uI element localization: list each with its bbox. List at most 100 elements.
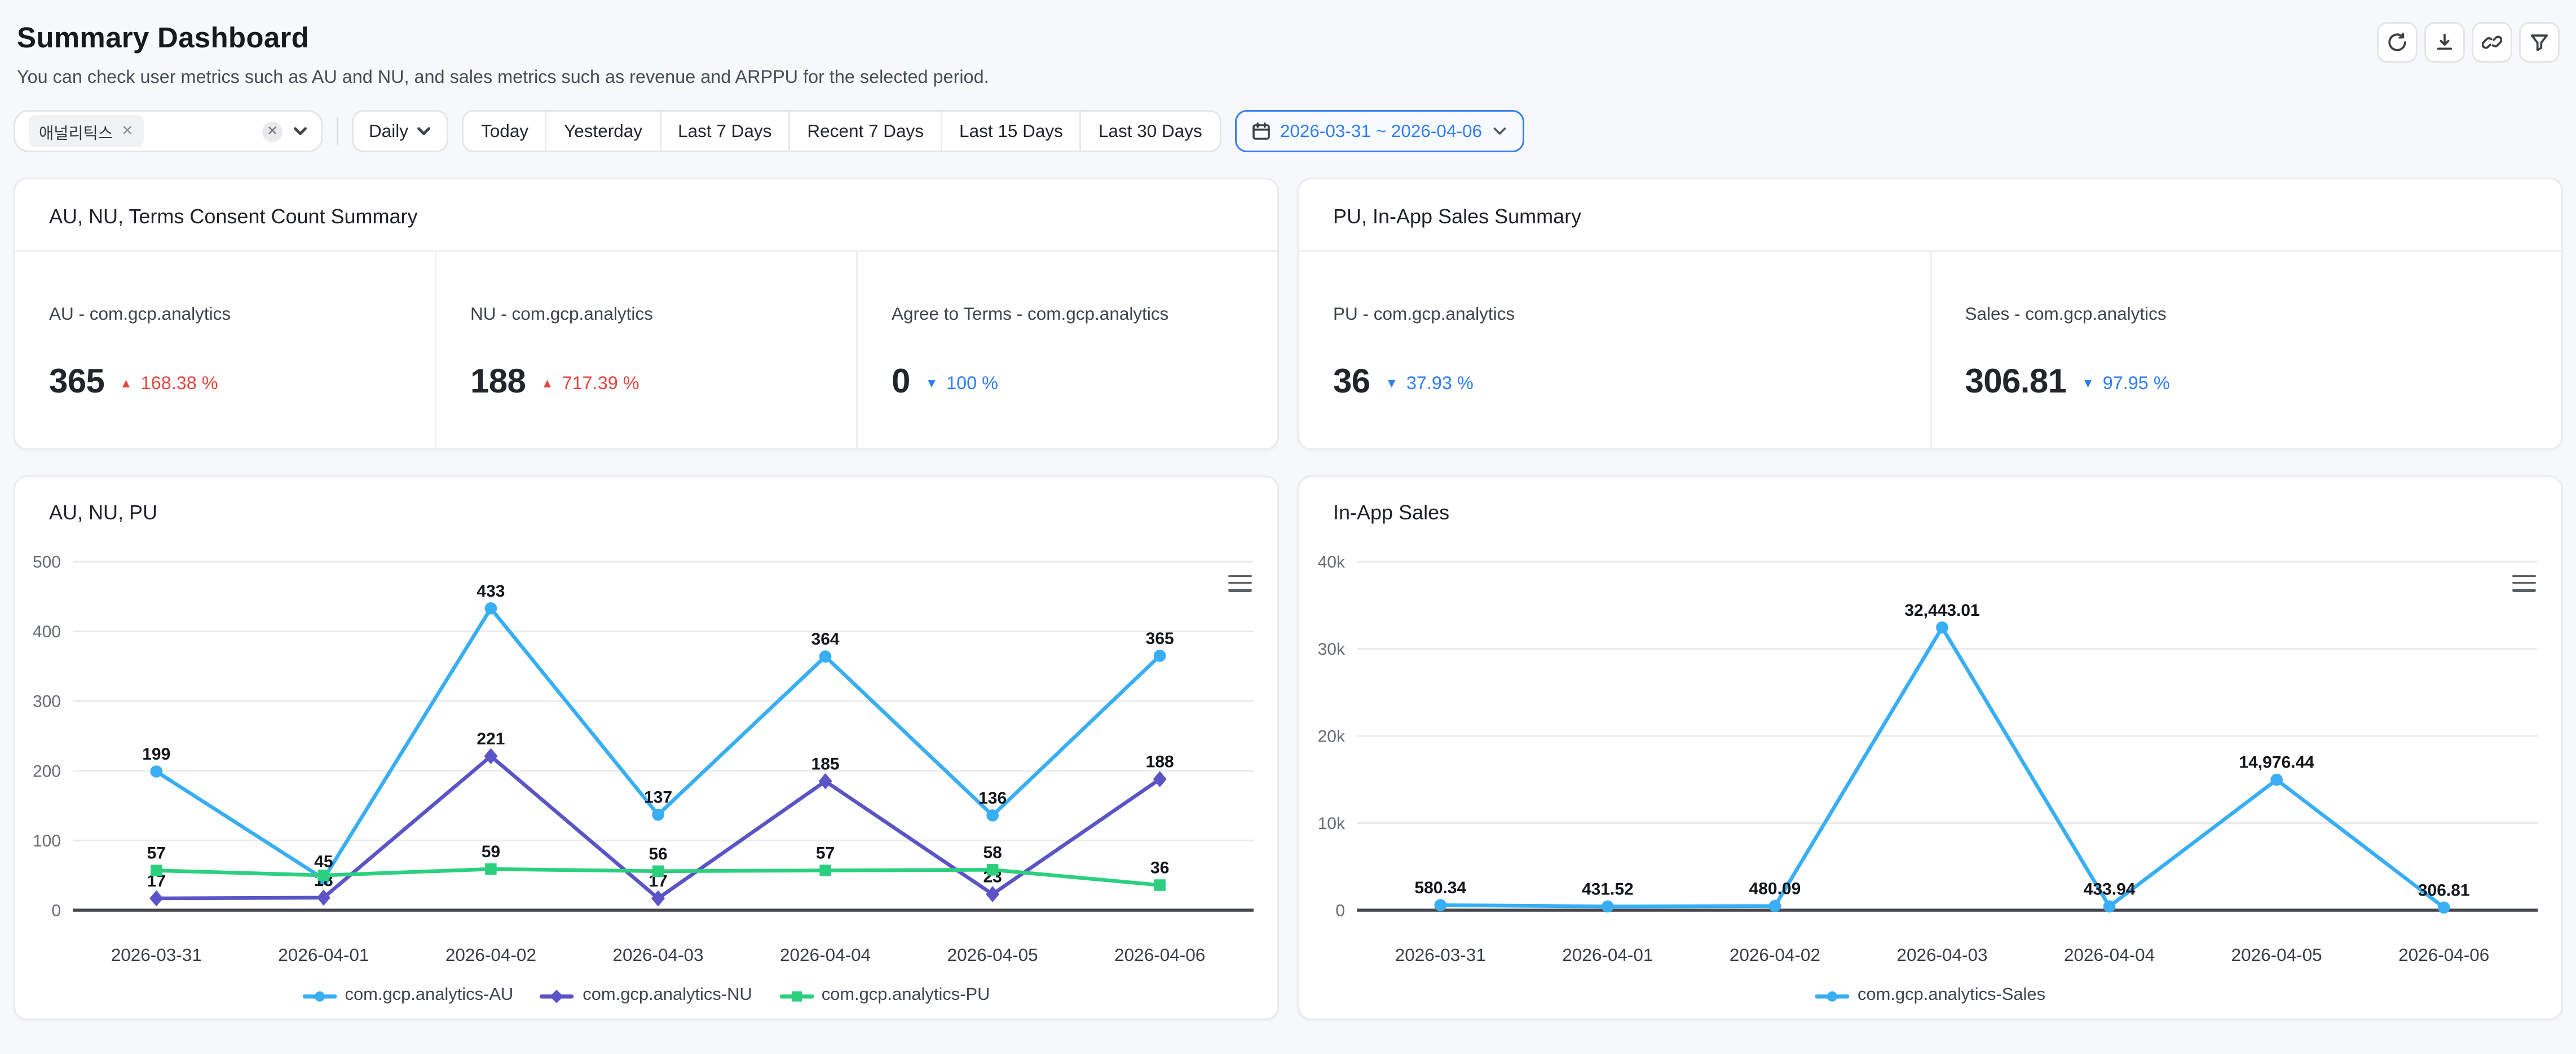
chart-legend: com.gcp.analytics-AU com.gcp.analytics-NU… <box>15 986 1277 1005</box>
trend-arrow-icon: ▼ <box>1386 377 1398 390</box>
svg-text:2026-04-02: 2026-04-02 <box>445 945 536 965</box>
svg-text:0: 0 <box>1335 902 1345 920</box>
svg-text:2026-03-31: 2026-03-31 <box>1395 945 1486 965</box>
app-select[interactable]: 애널리틱스 ✕ ✕ <box>14 110 323 152</box>
svg-text:433: 433 <box>477 582 505 601</box>
chevron-down-icon <box>293 124 308 139</box>
period-select-value: Daily <box>369 121 408 142</box>
svg-text:188: 188 <box>1146 753 1174 771</box>
trend-arrow-icon: ▼ <box>2081 377 2094 390</box>
in-app-sales-line-chart: 010k20k30k40k2026-03-312026-04-012026-04… <box>1299 538 2561 981</box>
svg-text:2026-04-03: 2026-04-03 <box>612 945 703 965</box>
au-nu-pu-chart-card: AU, NU, PU 0 100 200 300 400 500 2026-03-31 202… <box>14 475 1279 1020</box>
range-button-recent-7-days[interactable]: Recent 7 Days <box>788 112 941 151</box>
svg-text:2026-03-31: 2026-03-31 <box>111 945 202 965</box>
card-title: AU, NU, Terms Consent Count Summary <box>15 179 1277 252</box>
metric-sales: Sales - com.gcp.analytics 306.81 ▼ 97.95… <box>1930 252 2562 448</box>
link-icon <box>2482 32 2502 52</box>
metric-change: ▲ 717.39 % <box>541 373 639 394</box>
metric-label: PU - com.gcp.analytics <box>1333 305 1896 325</box>
legend-marker-icon <box>1815 987 1849 1004</box>
svg-text:2026-04-02: 2026-04-02 <box>1730 945 1820 965</box>
period-select[interactable]: Daily <box>352 110 449 152</box>
metric-change: ▼ 37.93 % <box>1386 373 1474 394</box>
legend-item[interactable]: com.gcp.analytics-AU <box>303 986 514 1005</box>
app-tag: 애널리틱스 ✕ <box>29 115 143 147</box>
svg-text:199: 199 <box>142 745 170 764</box>
select-clear-icon[interactable]: ✕ <box>262 121 283 142</box>
chart-title: In-App Sales <box>1299 477 2561 536</box>
date-range-picker[interactable]: 2026-03-31 ~ 2026-04-06 <box>1234 110 1524 152</box>
quick-range-group: Today Yesterday Last 7 Days Recent 7 Day… <box>462 110 1221 152</box>
chart-menu-icon[interactable] <box>1228 570 1252 596</box>
svg-text:56: 56 <box>649 845 667 863</box>
top-action-buttons <box>2377 22 2560 63</box>
legend-item[interactable]: com.gcp.analytics-Sales <box>1815 986 2045 1005</box>
date-range-value: 2026-03-31 ~ 2026-04-06 <box>1280 121 1482 142</box>
chart-title: AU, NU, PU <box>15 477 1277 536</box>
chevron-down-icon <box>417 124 432 139</box>
filter-divider <box>337 117 338 145</box>
metric-value: 0 <box>892 364 910 403</box>
svg-text:100: 100 <box>33 832 61 850</box>
metric-change: ▲ 168.38 % <box>120 373 218 394</box>
svg-text:20k: 20k <box>1318 727 1346 746</box>
legend-item[interactable]: com.gcp.analytics-PU <box>779 986 990 1005</box>
trend-arrow-icon: ▲ <box>541 377 553 390</box>
trend-arrow-icon: ▼ <box>925 377 938 390</box>
app-tag-label: 애널리틱스 <box>39 120 113 143</box>
metric-value: 188 <box>470 364 526 403</box>
svg-text:200: 200 <box>33 762 61 780</box>
range-button-last-15-days[interactable]: Last 15 Days <box>941 112 1080 151</box>
range-button-yesterday[interactable]: Yesterday <box>545 112 659 151</box>
pu-sales-summary-card: PU, In-App Sales Summary PU - com.gcp.an… <box>1298 178 2563 450</box>
filter-button[interactable] <box>2519 22 2560 63</box>
svg-text:300: 300 <box>33 693 61 711</box>
metric-au: AU - com.gcp.analytics 365 ▲ 168.38 % <box>15 252 435 448</box>
svg-text:36: 36 <box>1150 859 1169 877</box>
legend-item[interactable]: com.gcp.analytics-NU <box>540 986 752 1005</box>
svg-text:306.81: 306.81 <box>2418 881 2470 899</box>
legend-label: com.gcp.analytics-AU <box>345 986 514 1005</box>
legend-label: com.gcp.analytics-NU <box>583 986 752 1005</box>
chart-cards-row: AU, NU, PU 0 100 200 300 400 500 2026-03-31 202… <box>14 475 2563 1020</box>
svg-text:58: 58 <box>983 843 1002 862</box>
calendar-icon <box>1251 122 1270 140</box>
range-button-last-30-days[interactable]: Last 30 Days <box>1080 112 1219 151</box>
chevron-down-icon <box>1492 124 1507 139</box>
legend-marker-icon <box>303 987 337 1004</box>
metric-change: ▼ 100 % <box>925 373 998 394</box>
legend-label: com.gcp.analytics-PU <box>822 986 990 1005</box>
svg-text:2026-04-04: 2026-04-04 <box>2064 945 2155 965</box>
svg-text:2026-04-05: 2026-04-05 <box>2231 945 2322 965</box>
range-button-today[interactable]: Today <box>464 112 545 151</box>
in-app-sales-chart-card: In-App Sales 010k20k30k40k2026-03-312026… <box>1298 475 2563 1020</box>
metric-change-value: 97.95 % <box>2103 373 2170 394</box>
svg-text:365: 365 <box>1146 629 1174 648</box>
download-button[interactable] <box>2424 22 2465 63</box>
svg-text:2026-04-05: 2026-04-05 <box>947 945 1038 965</box>
chart-legend: com.gcp.analytics-Sales <box>1299 986 2561 1005</box>
legend-marker-icon <box>779 987 813 1004</box>
metric-label: AU - com.gcp.analytics <box>49 305 401 325</box>
metric-value: 306.81 <box>1965 364 2067 403</box>
svg-text:2026-04-03: 2026-04-03 <box>1896 945 1987 965</box>
svg-text:400: 400 <box>33 623 61 641</box>
svg-text:433.94: 433.94 <box>2084 880 2136 898</box>
metric-change-value: 37.93 % <box>1406 373 1474 394</box>
summary-dashboard-page: Summary Dashboard You can check user met… <box>0 0 2576 1054</box>
svg-text:431.52: 431.52 <box>1582 880 1634 898</box>
svg-text:185: 185 <box>811 755 840 773</box>
range-button-last-7-days[interactable]: Last 7 Days <box>659 112 788 151</box>
svg-text:500: 500 <box>33 553 61 572</box>
summary-cards-row: AU, NU, Terms Consent Count Summary AU -… <box>14 178 2563 450</box>
tag-remove-icon[interactable]: ✕ <box>121 124 133 139</box>
svg-text:2026-04-04: 2026-04-04 <box>780 945 871 965</box>
svg-text:2026-04-06: 2026-04-06 <box>1114 945 1205 965</box>
svg-text:0: 0 <box>51 902 61 920</box>
link-button[interactable] <box>2472 22 2512 63</box>
refresh-button[interactable] <box>2377 22 2418 63</box>
chart-menu-icon[interactable] <box>2512 570 2536 596</box>
svg-text:45: 45 <box>314 852 333 871</box>
svg-text:137: 137 <box>644 788 672 807</box>
